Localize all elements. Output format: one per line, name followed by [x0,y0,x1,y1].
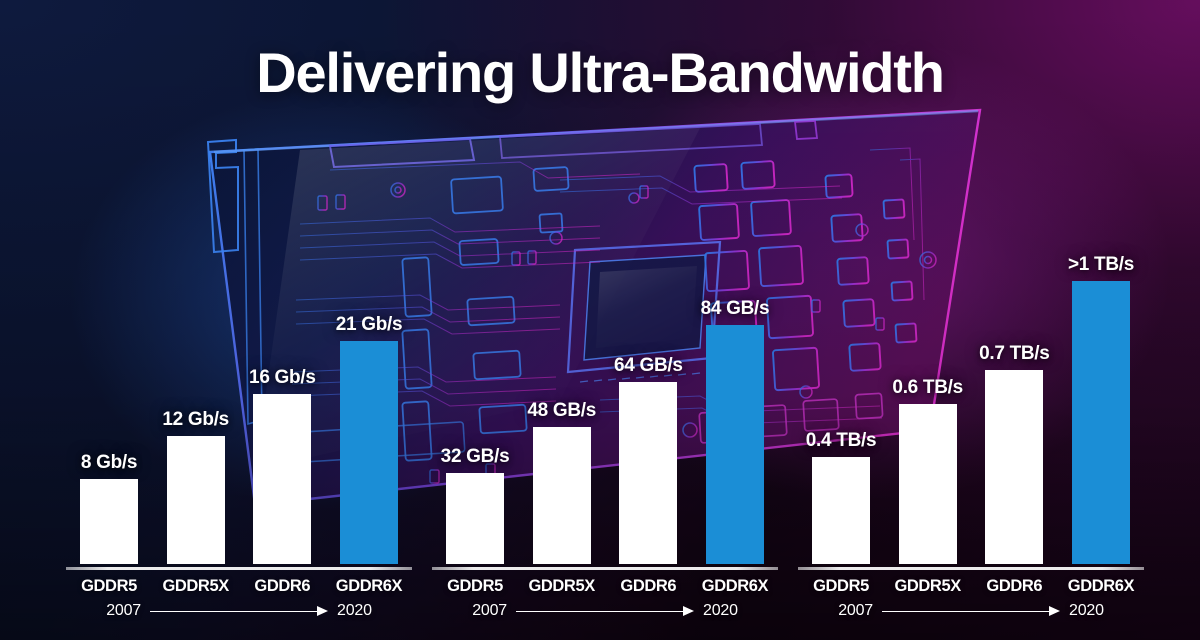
bar-value-label: 32 GB/s [440,446,510,467]
bar-slot[interactable]: 48 GB/s [527,224,596,564]
plot-area-io-data-rate: 8 Gb/s 12 Gb/s 16 Gb/s 21 Gb/s [66,224,412,564]
bar[interactable] [985,370,1044,564]
tick-label: GDDR5X [528,577,595,595]
bar[interactable] [80,479,138,564]
tick-label: GDDR6X [335,577,403,595]
bar-slot[interactable]: 64 GB/s [614,224,683,564]
chart-panel-device-bandwidth: Device Bandwidth 32 GB/s 48 GB/s 64 GB/s… [432,224,778,620]
tick-label: GDDR5X [894,577,961,595]
bar-value-label: >1 TB/s [1067,254,1134,275]
plot-area-device-bandwidth: 32 GB/s 48 GB/s 64 GB/s 84 GB/s [432,224,778,564]
bar-slot[interactable]: 0.4 TB/s [806,224,877,564]
x-tick-labels: GDDR5 GDDR5X GDDR6 GDDR6X [432,577,778,596]
page-title: Delivering Ultra-Bandwidth [256,41,945,104]
x-tick-labels: GDDR5 GDDR5X GDDR6 GDDR6X [66,577,412,596]
bar-slot[interactable]: 8 Gb/s [80,224,138,564]
bar-value-label: 48 GB/s [527,400,596,421]
timeline-row: 2007 2020 [432,602,778,620]
bar[interactable] [812,457,870,564]
x-axis-line [66,567,412,570]
bar[interactable] [253,394,312,564]
tick-label: GDDR6 [620,577,677,595]
chart-panel-io-data-rate: I/O Data Rate 8 Gb/s 12 Gb/s 16 Gb/s 21 … [66,224,412,620]
bar-highlight[interactable] [705,325,764,564]
bar-slot[interactable]: 12 Gb/s [162,224,229,564]
timeline-row: 2007 2020 [798,602,1144,620]
tick-label: GDDR5 [447,577,503,595]
tick-label: GDDR5 [81,577,137,595]
tick-label: GDDR6 [986,577,1043,595]
bar-highlight[interactable] [339,341,398,564]
timeline-end-year: 2020 [703,602,738,619]
bar-value-label: 0.6 TB/s [892,377,963,398]
bar-value-label: 64 GB/s [613,355,683,376]
tick-label: GDDR6X [701,577,769,595]
bar-slot[interactable]: 0.7 TB/s [979,224,1050,564]
timeline-start-year: 2007 [472,602,507,619]
timeline-row: 2007 2020 [66,602,412,620]
timeline-end-year: 2020 [337,602,372,619]
timeline-end-year: 2020 [1069,602,1104,619]
tick-label: GDDR6X [1067,577,1135,595]
timeline-start-year: 2007 [106,602,141,619]
x-tick-labels: GDDR5 GDDR5X GDDR6 GDDR6X [798,577,1144,596]
bar-slot[interactable]: 32 GB/s [441,224,510,564]
bar-value-label: 0.4 TB/s [805,430,877,451]
timeline-start-year: 2007 [838,602,873,619]
bar-value-label: 0.7 TB/s [979,343,1050,364]
bar[interactable] [532,427,591,564]
bar[interactable] [898,404,957,564]
right-arrow-icon [516,605,694,617]
bar-slot[interactable]: 21 Gb/s [336,224,403,564]
bar[interactable] [166,436,225,564]
bar-value-label: 12 Gb/s [162,409,229,430]
bar-highlight[interactable] [1071,281,1130,564]
bar-slot[interactable]: 16 Gb/s [249,224,316,564]
bar-value-label: 8 Gb/s [80,452,138,473]
bar-slot[interactable]: 84 GB/s [701,224,770,564]
bar-value-label: 21 Gb/s [335,314,403,335]
x-axis-line [798,567,1144,570]
plot-area-system-bandwidth: 0.4 TB/s 0.6 TB/s 0.7 TB/s >1 TB/s [798,224,1144,564]
x-axis-line [432,567,778,570]
tick-label: GDDR5X [162,577,229,595]
bar-value-label: 16 Gb/s [249,367,316,388]
bar-value-label: 84 GB/s [700,298,770,319]
tick-label: GDDR6 [254,577,311,595]
bar[interactable] [446,473,504,564]
chart-panel-system-bandwidth: System Bandwidth 0.4 TB/s 0.6 TB/s 0.7 T… [798,224,1144,620]
tick-label: GDDR5 [813,577,869,595]
bar-slot[interactable]: >1 TB/s [1068,224,1134,564]
right-arrow-icon [882,605,1060,617]
bar[interactable] [619,382,678,564]
right-arrow-icon [150,605,328,617]
bar-slot[interactable]: 0.6 TB/s [892,224,963,564]
